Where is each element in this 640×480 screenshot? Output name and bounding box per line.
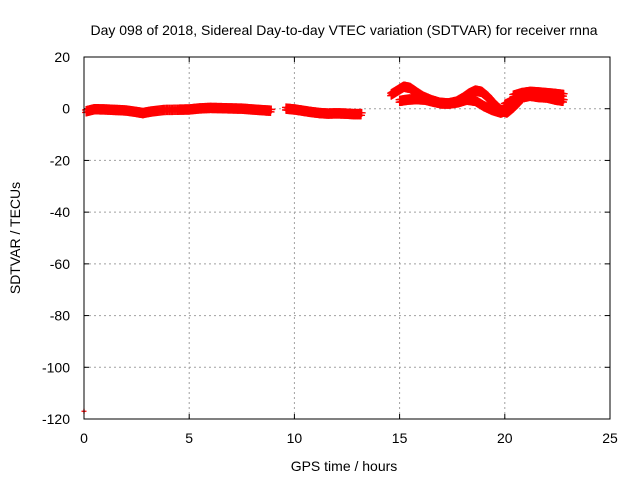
y-tick-label: -20 bbox=[50, 152, 70, 168]
y-tick-label: -80 bbox=[50, 308, 70, 324]
y-tick-label: 0 bbox=[62, 101, 70, 117]
x-tick-label: 20 bbox=[497, 430, 513, 446]
data-point bbox=[357, 108, 366, 117]
x-tick-label: 25 bbox=[602, 430, 618, 446]
x-tick-label: 10 bbox=[287, 430, 303, 446]
y-tick-label: 20 bbox=[54, 49, 70, 65]
axis-ticks: 0 5 10 15 20 25 20 0 -20 -40 -60 -80 -100 -120 bbox=[42, 49, 618, 446]
y-tick-label: -40 bbox=[50, 204, 70, 220]
y-tick-label: -120 bbox=[42, 411, 70, 427]
x-tick-label: 0 bbox=[80, 430, 88, 446]
plot-frame bbox=[83, 56, 611, 420]
y-tick-label: -100 bbox=[42, 359, 70, 375]
grid-lines bbox=[84, 57, 610, 419]
data-point bbox=[267, 105, 276, 114]
x-tick-label: 5 bbox=[185, 430, 193, 446]
y-tick-label: -60 bbox=[50, 256, 70, 272]
chart-title: Day 098 of 2018, Sidereal Day-to-day VTE… bbox=[90, 22, 597, 38]
x-tick-label: 15 bbox=[392, 430, 408, 446]
y-axis-label: SDTVAR / TECUs bbox=[7, 182, 23, 294]
data-points bbox=[81, 81, 568, 414]
data-point bbox=[559, 95, 568, 104]
x-axis-label: GPS time / hours bbox=[291, 458, 398, 474]
